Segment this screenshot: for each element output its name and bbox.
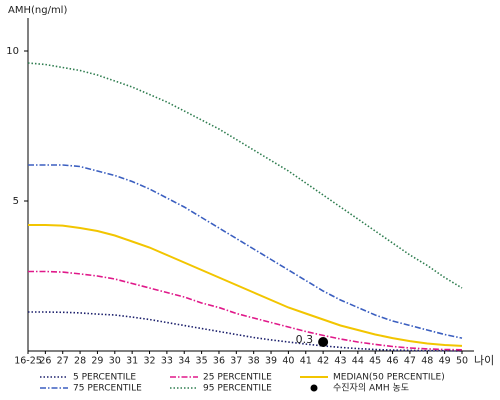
x-tick-label: 39 bbox=[265, 356, 277, 367]
legend-label: 수진자의 AMH 농도 bbox=[333, 383, 409, 394]
x-tick-label: 26 bbox=[39, 356, 51, 367]
x-tick-label: 42 bbox=[317, 356, 329, 367]
x-tick-label: 28 bbox=[74, 356, 86, 367]
x-tick-label: 38 bbox=[248, 356, 260, 367]
x-tick-label: 16-25 bbox=[14, 356, 42, 367]
x-axis-label: 나이 bbox=[474, 354, 494, 367]
x-tick-label: 31 bbox=[126, 356, 138, 367]
y-tick-label: 5 bbox=[13, 196, 19, 207]
series-line bbox=[28, 270, 463, 351]
series-line bbox=[28, 164, 463, 339]
x-tick-label: 29 bbox=[91, 356, 103, 367]
x-tick-label: 34 bbox=[178, 356, 190, 367]
y-tick-label: 10 bbox=[6, 46, 19, 57]
x-tick-label: 37 bbox=[230, 356, 242, 367]
series-line bbox=[28, 224, 463, 347]
x-tick-label: 49 bbox=[439, 356, 451, 367]
x-tick-label: 46 bbox=[387, 356, 399, 367]
legend-label: 5 PERCENTILE bbox=[73, 373, 136, 383]
marker-label: 0.3 bbox=[296, 333, 314, 346]
patient-marker bbox=[318, 337, 329, 347]
x-tick-label: 47 bbox=[404, 356, 416, 367]
x-tick-label: 36 bbox=[213, 356, 225, 367]
x-tick-label: 27 bbox=[57, 356, 69, 367]
series-line bbox=[28, 311, 463, 352]
x-tick-label: 48 bbox=[421, 356, 433, 367]
x-tick-label: 35 bbox=[196, 356, 208, 367]
x-tick-label: 44 bbox=[352, 356, 364, 367]
legend-label: 95 PERCENTILE bbox=[203, 384, 272, 394]
x-tick-label: 41 bbox=[300, 356, 312, 367]
x-tick-label: 30 bbox=[109, 356, 121, 367]
x-tick-label: 32 bbox=[143, 356, 155, 367]
legend-label: 25 PERCENTILE bbox=[203, 373, 272, 383]
legend-marker bbox=[310, 384, 318, 392]
x-tick-label: 50 bbox=[456, 356, 468, 367]
legend-label: MEDIAN(50 PERCENTILE) bbox=[333, 373, 445, 383]
x-tick-label: 40 bbox=[282, 356, 294, 367]
series-line bbox=[27, 62, 463, 289]
x-tick-label: 43 bbox=[334, 356, 346, 367]
x-tick-label: 33 bbox=[161, 356, 173, 367]
x-tick-label: 45 bbox=[369, 356, 381, 367]
y-axis-label: AMH(ng/ml) bbox=[8, 5, 67, 16]
legend-label: 75 PERCENTILE bbox=[73, 384, 142, 394]
